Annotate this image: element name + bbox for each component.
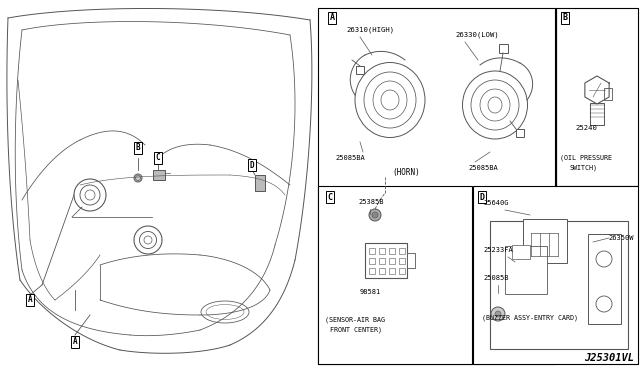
Text: 25085BA: 25085BA <box>335 155 365 161</box>
Text: A: A <box>73 337 77 346</box>
FancyBboxPatch shape <box>590 103 604 125</box>
Text: SWITCH): SWITCH) <box>570 165 598 171</box>
FancyBboxPatch shape <box>356 66 364 74</box>
FancyBboxPatch shape <box>399 248 405 254</box>
FancyBboxPatch shape <box>379 258 385 264</box>
Text: D: D <box>250 160 254 170</box>
Text: 25385B: 25385B <box>358 199 383 205</box>
FancyBboxPatch shape <box>389 258 395 264</box>
FancyBboxPatch shape <box>389 268 395 274</box>
Text: (SENSOR-AIR BAG: (SENSOR-AIR BAG <box>325 317 385 323</box>
FancyBboxPatch shape <box>379 248 385 254</box>
Ellipse shape <box>134 174 142 182</box>
Text: (OIL PRESSURE: (OIL PRESSURE <box>560 155 612 161</box>
Text: 26350W: 26350W <box>609 235 634 241</box>
Text: 26310(HIGH): 26310(HIGH) <box>346 27 394 33</box>
Circle shape <box>372 212 378 218</box>
Text: (HORN): (HORN) <box>392 167 420 176</box>
FancyBboxPatch shape <box>365 243 407 278</box>
FancyBboxPatch shape <box>512 245 530 259</box>
Text: 25640G: 25640G <box>483 200 509 206</box>
Text: B: B <box>136 144 140 153</box>
Text: J25301VL: J25301VL <box>584 353 634 363</box>
FancyBboxPatch shape <box>516 129 524 137</box>
Circle shape <box>491 307 505 321</box>
FancyBboxPatch shape <box>318 8 555 364</box>
FancyBboxPatch shape <box>556 8 638 186</box>
Circle shape <box>369 209 381 221</box>
Text: (BUZZER ASSY-ENTRY CARD): (BUZZER ASSY-ENTRY CARD) <box>482 315 578 321</box>
Text: A: A <box>330 13 335 22</box>
Text: 25085BA: 25085BA <box>468 165 498 171</box>
FancyBboxPatch shape <box>588 234 621 324</box>
FancyBboxPatch shape <box>473 186 638 364</box>
Text: C: C <box>328 192 333 202</box>
FancyBboxPatch shape <box>399 258 405 264</box>
Text: 25233FA: 25233FA <box>483 247 513 253</box>
FancyBboxPatch shape <box>505 246 547 294</box>
FancyBboxPatch shape <box>523 219 567 263</box>
Circle shape <box>495 311 501 317</box>
Text: D: D <box>479 192 484 202</box>
Text: B: B <box>563 13 568 22</box>
FancyBboxPatch shape <box>318 186 472 364</box>
FancyBboxPatch shape <box>379 268 385 274</box>
FancyBboxPatch shape <box>490 221 628 349</box>
Text: 25085B: 25085B <box>483 275 509 281</box>
FancyBboxPatch shape <box>604 88 612 100</box>
Text: 26330(LOW): 26330(LOW) <box>455 32 499 38</box>
FancyBboxPatch shape <box>153 170 165 180</box>
FancyBboxPatch shape <box>369 248 375 254</box>
FancyBboxPatch shape <box>369 268 375 274</box>
FancyBboxPatch shape <box>399 268 405 274</box>
Text: 98581: 98581 <box>360 289 381 295</box>
FancyBboxPatch shape <box>499 44 508 53</box>
Text: 25240: 25240 <box>575 125 597 131</box>
Text: A: A <box>28 295 32 305</box>
FancyBboxPatch shape <box>369 258 375 264</box>
Text: FRONT CENTER): FRONT CENTER) <box>330 327 382 333</box>
FancyBboxPatch shape <box>389 248 395 254</box>
Text: C: C <box>156 154 160 163</box>
FancyBboxPatch shape <box>255 175 265 191</box>
FancyBboxPatch shape <box>407 253 415 268</box>
